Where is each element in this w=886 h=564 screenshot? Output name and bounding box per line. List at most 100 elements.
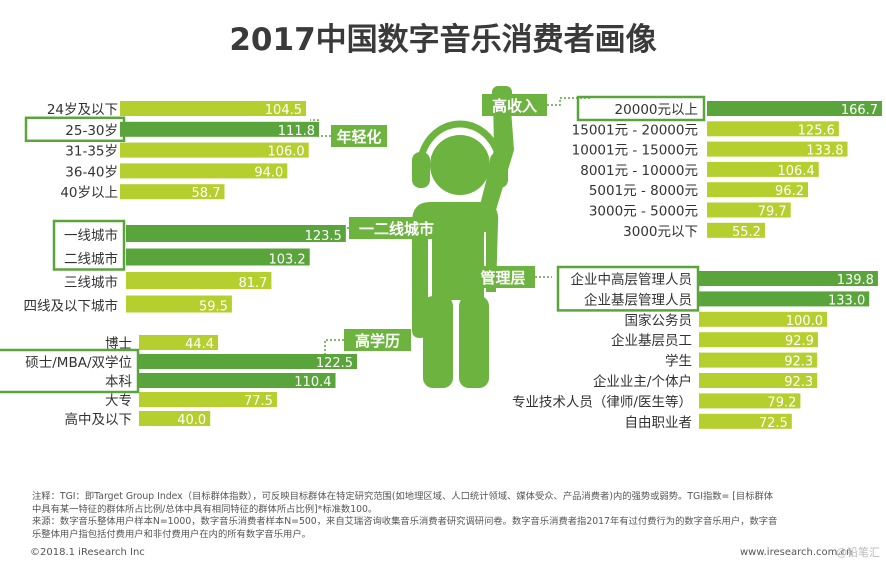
group-tag-label: 高收入 [492,97,537,115]
bar [126,272,272,289]
data-label: 79.2 [767,395,796,410]
data-label: 104.5 [265,103,302,118]
category-label: 企业基层管理人员 [584,291,692,308]
data-label: 77.5 [244,394,273,409]
highlight-box [556,265,700,312]
footnote-line: 中具有某一特征的群体所占比例/总体中具有相同特征的群体所占比例]*标准数100。 [32,503,378,515]
category-label: 企业中高层管理人员 [571,271,693,288]
category-label: 自由职业者 [625,415,693,431]
highlight-box [576,95,706,122]
data-label: 103.2 [268,253,305,268]
footnote-line: 注释：TGI：即Target Group Index（目标群体指数），可反映目标… [32,491,774,502]
bar [139,411,211,426]
data-label: 92.9 [785,334,814,349]
data-label: 106.4 [778,164,815,179]
group-tag [349,217,444,239]
data-label: 92.3 [784,375,813,390]
category-label: 36-40岁 [65,164,118,180]
bar [699,291,870,307]
category-label: 8001元 - 10000元 [580,163,698,179]
bar [139,373,336,388]
figure-right-leg [459,296,489,388]
data-label: 100.0 [786,314,823,329]
category-label: 学生 [665,354,692,370]
connector-line [547,97,592,106]
category-label: 20000元以上 [615,102,698,118]
copyright: ©2018.1 iResearch Inc [30,547,145,558]
category-label: 3000元以下 [623,224,698,240]
footnote-line: 乐整体用户指包括付费用户和非付费用户在内的所有数字音乐用户。 [32,528,311,540]
website-url: www.iresearch.com.cn [740,547,853,558]
bar [120,184,225,200]
bar [707,182,809,198]
bar [707,121,839,137]
bar [126,225,346,242]
data-label: 125.6 [798,123,835,138]
category-label: 10001元 - 15000元 [572,143,698,159]
category-label: 40岁以上 [60,185,118,201]
data-label: 166.7 [841,103,878,118]
group-tag-label: 管理层 [480,269,525,287]
category-label: 3000元 - 5000元 [589,204,698,220]
data-label: 79.7 [758,205,787,220]
bar [699,271,878,286]
category-label: 15001元 - 20000元 [572,122,698,138]
category-label: 博士 [105,335,132,352]
highlight-box [52,219,126,271]
data-label: 59.5 [199,300,228,315]
data-label: 58.7 [192,186,221,201]
data-label: 72.5 [759,416,788,431]
category-label: 24岁及以下 [47,102,118,118]
category-label: 25-30岁 [65,123,118,139]
data-label: 106.0 [267,145,304,160]
footnote: 注释：TGI：即Target Group Index（目标群体指数），可反映目标… [32,491,877,541]
group-高收入: 166.7 20000元以上 125.6 15001元 - 20000元 133.8 10… [482,94,883,240]
data-label: 55.2 [732,225,761,240]
connector-line [310,119,331,137]
bar [699,311,827,327]
bar [699,393,801,409]
bar [126,295,232,313]
bar [139,354,358,369]
bar [120,142,309,158]
data-label: 96.2 [775,184,804,199]
category-label: 硕士/MBA/双学位 [25,355,132,371]
group-tag [331,125,387,147]
group-tag [471,266,535,288]
category-label: 高中及以下 [65,411,133,428]
bar [120,101,307,116]
group-一二线城市: 123.5 一线城市 103.2 二线城市 81.7 三线城市 59.5 四线及以下城市 一二线… [24,217,444,315]
group-高学历: 44.4 博士 122.5 硕士/MBA/双学位 110.4 本科 77.5 大专 40.0 高中… [0,329,411,428]
category-label: 三线城市 [64,274,118,291]
page-title: 2017中国数字音乐消费者画像 [229,22,657,58]
bar [120,121,320,137]
data-label: 133.0 [828,293,865,308]
category-label: 企业基层员工 [611,332,692,349]
highlight-box [0,348,140,394]
data-label: 110.4 [294,375,331,390]
figure-left-leg [423,296,453,388]
group-年轻化: 104.5 24岁及以下 111.8 25-30岁 106.0 31-35岁 94.0 36-… [24,101,387,201]
group-tag-label: 年轻化 [336,128,381,146]
data-label: 81.7 [238,276,267,291]
bar [139,335,219,350]
bar [699,352,818,368]
category-label: 四线及以下城市 [24,298,119,315]
data-label: 133.8 [806,144,843,159]
bar [707,101,883,116]
group-tag [344,329,411,351]
category-label: 一线城市 [64,227,118,244]
highlight-box [24,116,126,143]
connector-line [312,339,344,356]
bar [707,202,791,218]
watermark: @铅笔汇 [836,546,880,559]
bar [707,222,765,238]
bar [699,413,792,429]
group-tag-label: 一二线城市 [359,220,434,238]
bar [126,248,310,266]
bar [699,332,818,348]
footnote-line: 来源：数字音乐整体用户样本N=1000，数字音乐消费者样本N=500，来自艾瑞咨… [32,516,778,527]
figure-head [430,135,490,195]
category-label: 大专 [105,393,132,409]
category-label: 国家公务员 [625,312,693,329]
